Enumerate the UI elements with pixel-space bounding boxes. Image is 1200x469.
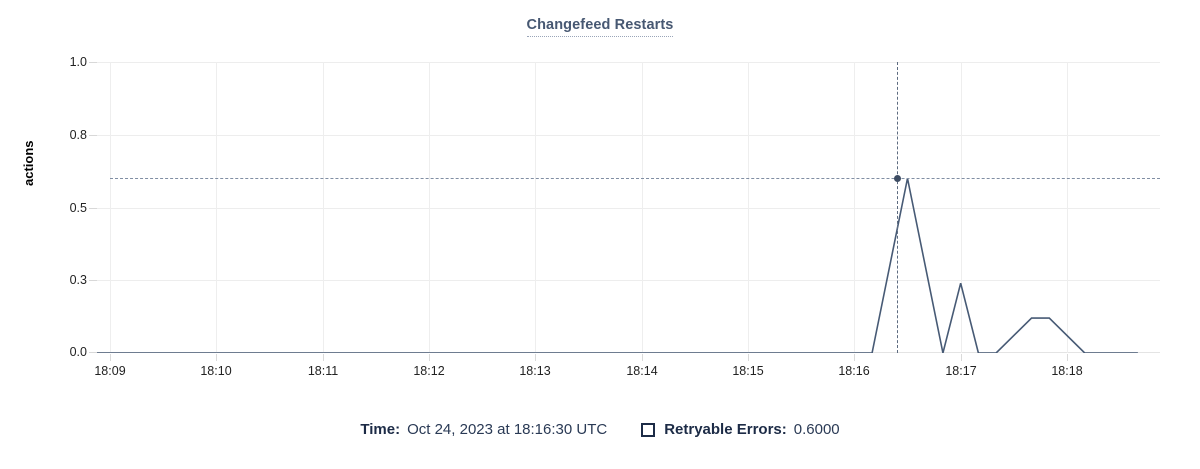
y-tick-mark-0.8 bbox=[89, 135, 97, 136]
x-tick-label-1814: 18:14 bbox=[626, 364, 658, 378]
x-tick-mark-1817 bbox=[961, 354, 962, 361]
gridline-x-1810 bbox=[216, 62, 217, 353]
x-tick-label-1817: 18:17 bbox=[945, 364, 977, 378]
y-tick-label-0.0: 0.0 bbox=[69, 345, 87, 359]
gridline-x-1814 bbox=[642, 62, 643, 353]
legend-item-retryable-errors[interactable]: Retryable Errors: 0.6000 bbox=[641, 421, 840, 438]
x-tick-label-1816: 18:16 bbox=[838, 364, 870, 378]
gridline-x-1813 bbox=[535, 62, 536, 353]
x-tick-mark-1813 bbox=[535, 354, 536, 361]
gridline-y-0.5 bbox=[97, 208, 1160, 209]
gridline-y-0.8 bbox=[97, 135, 1160, 136]
tooltip-time: Time: Oct 24, 2023 at 18:16:30 UTC bbox=[360, 421, 607, 438]
y-tick-label-1.0: 1.0 bbox=[69, 55, 87, 69]
y-tick-label-0.8: 0.8 bbox=[69, 128, 87, 142]
series-retryable-errors bbox=[97, 62, 1160, 353]
gridline-y-0.3 bbox=[97, 280, 1160, 281]
y-tick-mark-0.5 bbox=[89, 208, 97, 209]
gridline-x-1817 bbox=[961, 62, 962, 353]
y-tick-mark-1.0 bbox=[89, 62, 97, 63]
y-tick-label-0.5: 0.5 bbox=[69, 201, 87, 215]
gridline-x-1818 bbox=[1067, 62, 1068, 353]
x-tick-mark-1815 bbox=[748, 354, 749, 361]
gridline-x-1811 bbox=[323, 62, 324, 353]
x-tick-label-1809: 18:09 bbox=[94, 364, 126, 378]
y-tick-mark-0.0 bbox=[89, 352, 97, 353]
tooltip-time-label: Time: bbox=[360, 421, 401, 438]
chart-title-text: Changefeed Restarts bbox=[526, 17, 674, 37]
tooltip-time-value: Oct 24, 2023 at 18:16:30 UTC bbox=[407, 421, 608, 438]
x-tick-mark-1816 bbox=[854, 354, 855, 361]
x-tick-label-1813: 18:13 bbox=[519, 364, 551, 378]
x-tick-mark-1818 bbox=[1067, 354, 1068, 361]
x-tick-label-1812: 18:12 bbox=[413, 364, 445, 378]
x-tick-label-1810: 18:10 bbox=[200, 364, 232, 378]
x-tick-mark-1814 bbox=[642, 354, 643, 361]
legend-checkbox-icon[interactable] bbox=[641, 422, 656, 437]
gridline-x-1815 bbox=[748, 62, 749, 353]
x-tick-mark-1811 bbox=[323, 354, 324, 361]
x-tick-mark-1810 bbox=[216, 354, 217, 361]
x-tick-mark-1809 bbox=[110, 354, 111, 361]
page-title: Changefeed Restarts bbox=[0, 17, 1200, 37]
x-tick-mark-1812 bbox=[429, 354, 430, 361]
gridline-y-1.0 bbox=[97, 62, 1160, 63]
y-axis-label: actions bbox=[21, 140, 36, 186]
y-tick-label-0.3: 0.3 bbox=[69, 273, 87, 287]
legend-value: 0.6000 bbox=[793, 421, 840, 438]
legend-label: Retryable Errors: bbox=[664, 421, 787, 438]
y-tick-mark-0.3 bbox=[89, 280, 97, 281]
plot-area bbox=[97, 62, 1160, 353]
x-tick-label-1815: 18:15 bbox=[732, 364, 764, 378]
gridline-x-1812 bbox=[429, 62, 430, 353]
crosshair-vertical bbox=[897, 62, 898, 353]
gridline-x-1809 bbox=[110, 62, 111, 353]
crosshair-horizontal bbox=[110, 178, 1160, 179]
highlight-point-marker bbox=[893, 174, 901, 182]
x-tick-label-1811: 18:11 bbox=[307, 364, 339, 378]
gridline-x-1816 bbox=[854, 62, 855, 353]
x-tick-label-1818: 18:18 bbox=[1051, 364, 1083, 378]
chart-footer: Time: Oct 24, 2023 at 18:16:30 UTC Retry… bbox=[0, 421, 1200, 438]
